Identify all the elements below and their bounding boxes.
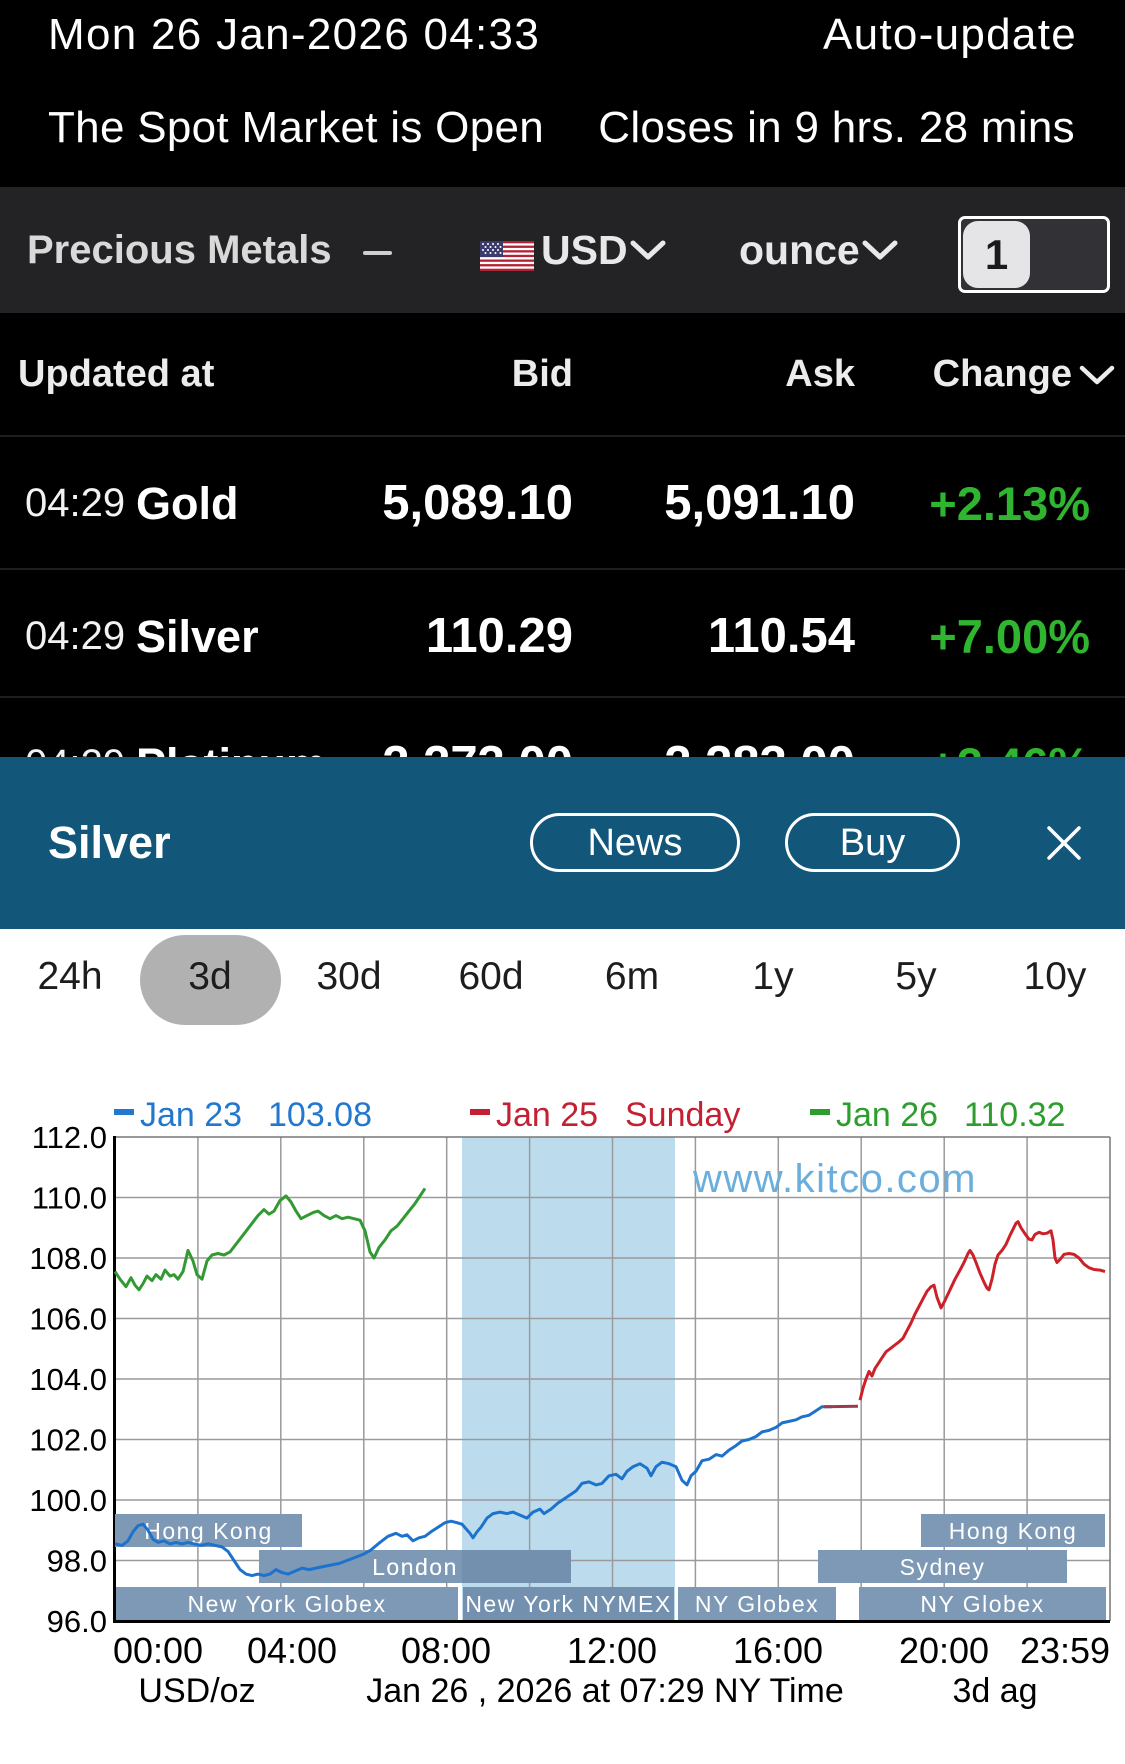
svg-text:108.0: 108.0 xyxy=(29,1241,107,1276)
svg-text:USD/oz: USD/oz xyxy=(138,1672,255,1710)
svg-text:112.0: 112.0 xyxy=(32,1120,107,1155)
svg-text:Hong Kong: Hong Kong xyxy=(949,1518,1078,1544)
svg-text:110.0: 110.0 xyxy=(32,1181,107,1216)
svg-text:NY Globex: NY Globex xyxy=(920,1591,1044,1617)
svg-text:3d ag: 3d ag xyxy=(952,1672,1037,1710)
svg-text:08:00: 08:00 xyxy=(401,1630,491,1671)
svg-text:Jan 26: Jan 26 xyxy=(836,1096,938,1134)
svg-text:www.kitco.com: www.kitco.com xyxy=(692,1157,977,1201)
svg-text:106.0: 106.0 xyxy=(29,1302,107,1337)
svg-text:102.0: 102.0 xyxy=(29,1423,107,1458)
svg-text:96.0: 96.0 xyxy=(47,1604,107,1639)
svg-text:Jan 26 , 2026 at 07:29 NY Time: Jan 26 , 2026 at 07:29 NY Time xyxy=(366,1672,844,1710)
svg-text:NY Globex: NY Globex xyxy=(695,1591,819,1617)
svg-text:20:00: 20:00 xyxy=(899,1630,989,1671)
svg-text:Jan 25: Jan 25 xyxy=(496,1096,598,1134)
svg-text:London: London xyxy=(372,1554,458,1580)
svg-text:12:00: 12:00 xyxy=(567,1630,657,1671)
svg-text:00:00: 00:00 xyxy=(113,1630,203,1671)
svg-text:98.0: 98.0 xyxy=(47,1544,107,1579)
svg-text:100.0: 100.0 xyxy=(29,1483,107,1518)
svg-text:New York Globex: New York Globex xyxy=(188,1591,387,1617)
svg-text:04:00: 04:00 xyxy=(247,1630,337,1671)
svg-text:Jan 23: Jan 23 xyxy=(140,1096,242,1134)
svg-text:Sydney: Sydney xyxy=(900,1554,986,1580)
svg-text:104.0: 104.0 xyxy=(29,1362,107,1397)
svg-text:Hong Kong: Hong Kong xyxy=(144,1518,273,1544)
svg-text:16:00: 16:00 xyxy=(733,1630,823,1671)
svg-text:London: London xyxy=(372,1554,458,1580)
svg-text:103.08: 103.08 xyxy=(268,1096,372,1134)
svg-text:New York NYMEX: New York NYMEX xyxy=(465,1591,671,1617)
svg-text:110.32: 110.32 xyxy=(964,1096,1065,1134)
svg-text:23:59: 23:59 xyxy=(1020,1630,1110,1671)
svg-text:Sunday: Sunday xyxy=(625,1096,740,1134)
